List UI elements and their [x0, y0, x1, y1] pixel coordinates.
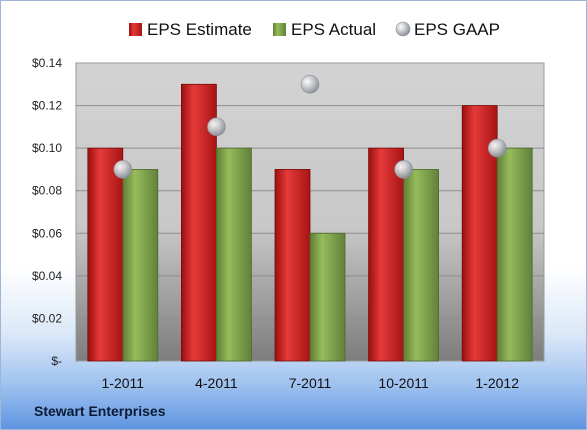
y-tick-label: $0.08 [32, 184, 62, 198]
x-category-label: 4-2011 [195, 375, 238, 391]
x-category-label: 10-2011 [378, 375, 429, 391]
legend-eps-actual-swatch [273, 23, 286, 36]
eps-gaap-marker [300, 74, 320, 94]
eps-actual-bar [215, 147, 252, 362]
eps-estimate-bar [274, 169, 311, 362]
legend-eps-gaap-swatch [395, 21, 411, 37]
legend-eps-actual-label: EPS Actual [291, 20, 376, 39]
eps-estimate-bar [368, 147, 405, 362]
y-tick-label: $0.06 [32, 226, 62, 240]
eps-gaap-marker [113, 160, 133, 179]
legend-eps-gaap-label: EPS GAAP [414, 20, 500, 39]
eps-estimate-bar [87, 147, 124, 362]
eps-actual-bar [309, 232, 346, 362]
eps-gaap-marker [487, 138, 507, 158]
legend-eps-estimate-swatch [129, 23, 142, 36]
eps-gaap-marker [207, 117, 226, 137]
x-category-label: 7-2011 [289, 375, 332, 391]
y-tick-label: $0.04 [32, 269, 62, 283]
eps-actual-bar [122, 169, 159, 362]
y-tick-label: $0.02 [32, 311, 62, 325]
x-category-label: 1-2012 [475, 375, 519, 391]
y-tick-label: $0.10 [32, 141, 62, 155]
y-tick-label: $0.12 [32, 99, 62, 113]
y-tick-label: $- [51, 354, 62, 368]
legend-eps-estimate-label: EPS Estimate [147, 20, 252, 39]
eps-gaap-marker [394, 160, 413, 179]
eps-actual-bar [403, 169, 440, 362]
eps-actual-bar [496, 147, 533, 362]
x-category-label: 1-2011 [102, 375, 145, 391]
y-tick-label: $0.14 [32, 56, 62, 70]
company-name: Stewart Enterprises [34, 403, 166, 419]
